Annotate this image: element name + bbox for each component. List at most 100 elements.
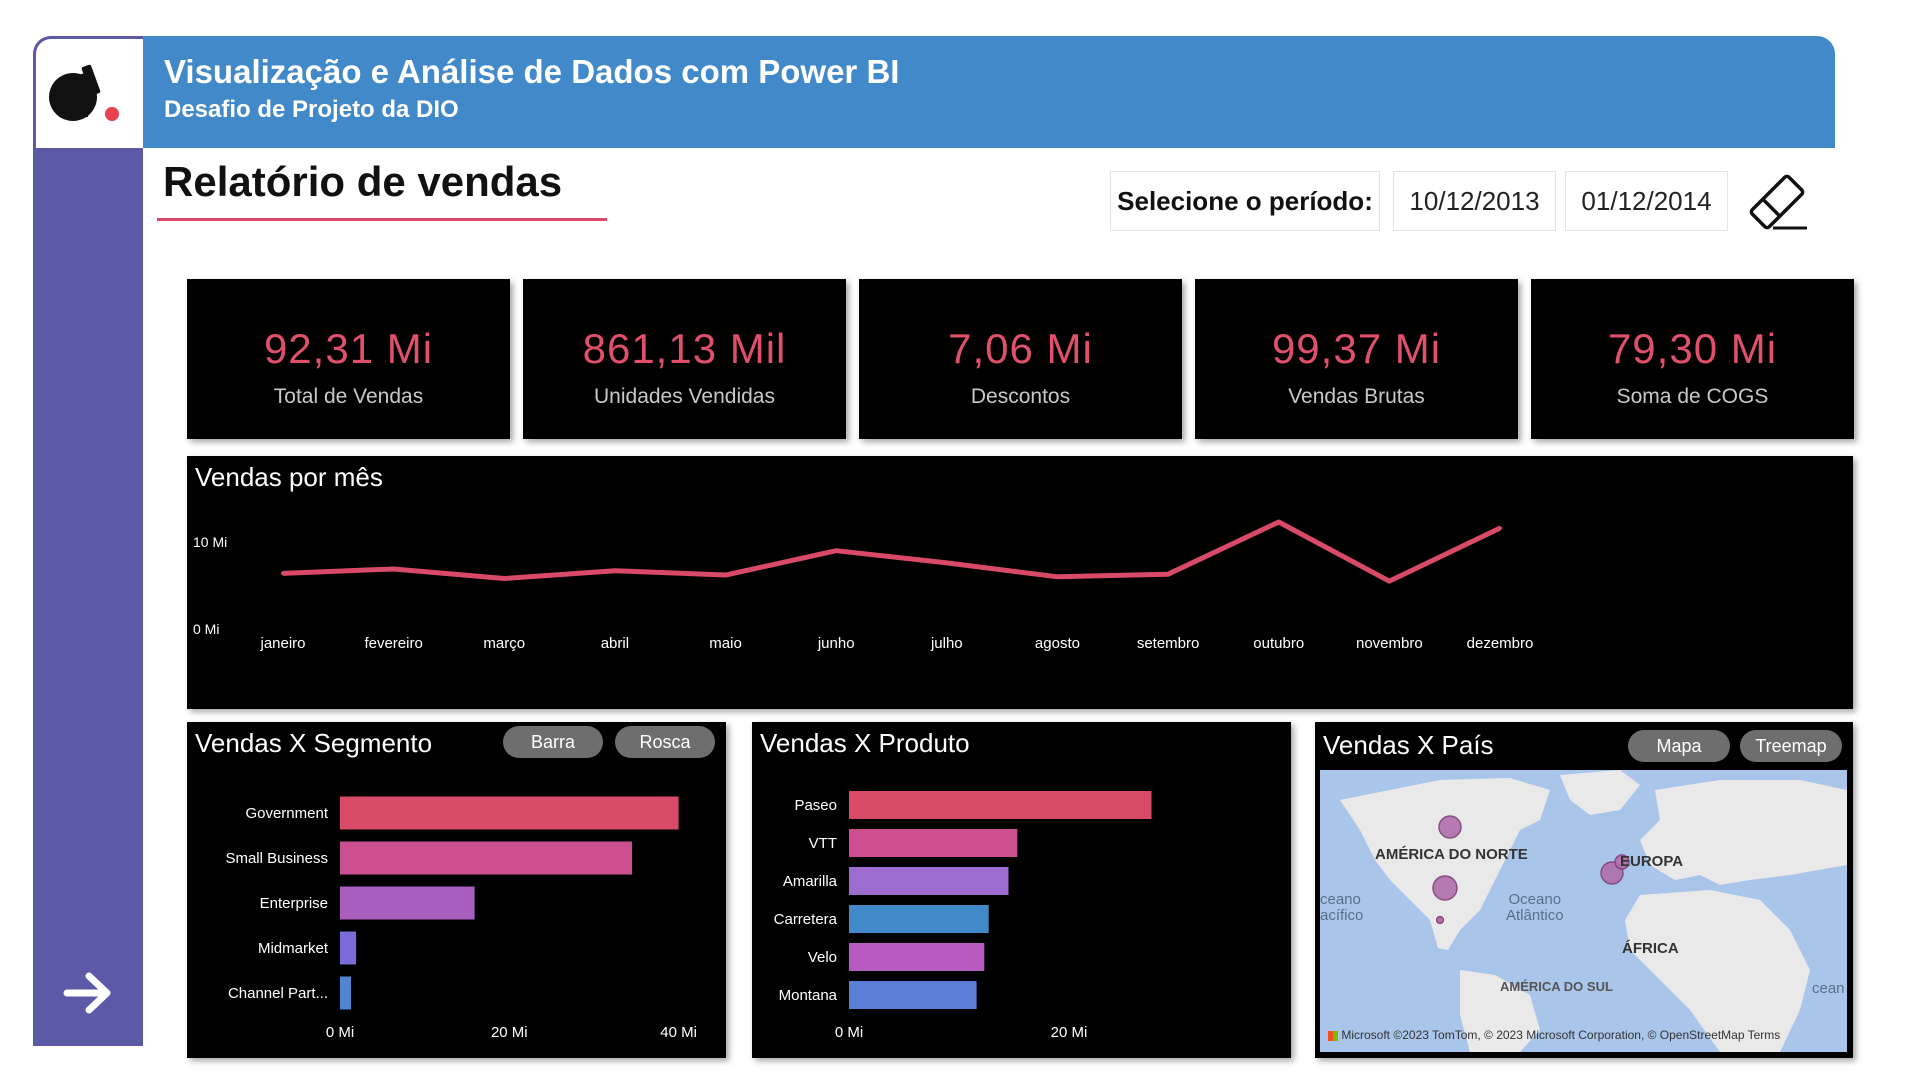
dio-logo [33, 36, 143, 148]
map-bubble-mexico[interactable] [1435, 915, 1445, 925]
sales-by-country-map[interactable]: Vendas X País Mapa Treemap [1315, 722, 1853, 1058]
bar[interactable] [849, 829, 1018, 857]
line-point[interactable] [834, 548, 839, 553]
line-point[interactable] [1055, 574, 1060, 579]
treemap-button[interactable]: Treemap [1740, 730, 1842, 762]
chart-title: Vendas X Segmento [195, 728, 433, 758]
date-end-input[interactable]: 01/12/2014 [1565, 171, 1728, 231]
bar[interactable] [849, 981, 977, 1009]
line-point[interactable] [1387, 579, 1392, 584]
map-label-pacific: ceano acífico [1320, 891, 1364, 924]
kpi-card-soma-cogs: 79,30 Mi Soma de COGS [1531, 279, 1854, 439]
sidebar [33, 36, 143, 1046]
bar[interactable] [340, 931, 357, 965]
category-label: Velo [808, 949, 837, 966]
sales-by-month-chart[interactable]: Vendas por mês 0 Mi 10 Mi janeiro fevereiro… [187, 456, 1853, 709]
map-label-africa: ÁFRICA [1622, 940, 1679, 957]
x-tick-label: julho [930, 635, 963, 652]
line-point[interactable] [391, 566, 396, 571]
bar[interactable] [849, 867, 1009, 895]
category-label: Paseo [794, 797, 837, 814]
bar[interactable] [849, 943, 985, 971]
sales-by-segment-chart[interactable]: Vendas X Segmento Barra Rosca Government… [187, 722, 726, 1058]
x-tick-label: abril [601, 635, 629, 652]
sales-by-product-chart[interactable]: Vendas X Produto Paseo VTT Amarilla Carrete… [752, 722, 1291, 1058]
bar[interactable] [849, 791, 1152, 819]
microsoft-logo-icon [1328, 1030, 1338, 1041]
next-page-arrow-icon[interactable] [61, 966, 115, 1020]
x-tick-label: 20 Mi [491, 1024, 528, 1041]
bar[interactable] [340, 976, 352, 1010]
mapa-button[interactable]: Mapa [1628, 730, 1730, 762]
y-tick-label: 0 Mi [193, 621, 219, 637]
kpi-value: 92,31 Mi [263, 325, 434, 372]
x-tick-label: 0 Mi [326, 1024, 354, 1041]
chart-title: Vendas X País [1323, 730, 1494, 760]
product-bar-svg: Paseo VTT Amarilla Carretera Velo Montana 0 Mi… [774, 791, 1152, 1041]
category-label: Carretera [774, 911, 838, 928]
map-label-south-america: AMÉRICA DO SUL [1500, 979, 1613, 994]
x-tick-label: junho [817, 635, 855, 652]
line-point[interactable] [1498, 526, 1502, 531]
line-point[interactable] [723, 573, 728, 578]
kpi-label: Soma de COGS [1616, 385, 1769, 408]
dio-logo-icon [49, 64, 119, 121]
map-label-north-america: AMÉRICA DO NORTE [1375, 846, 1528, 863]
bar[interactable] [849, 905, 989, 933]
category-label: Channel Part... [228, 985, 328, 1002]
date-start-input[interactable]: 10/12/2013 [1393, 171, 1556, 231]
x-tick-label: 40 Mi [660, 1024, 697, 1041]
kpi-value: 99,37 Mi [1271, 325, 1442, 372]
bar[interactable] [340, 796, 679, 830]
category-label: Enterprise [260, 895, 328, 912]
x-tick-label: março [483, 635, 525, 652]
page-title: Relatório de vendas [163, 158, 563, 205]
category-label: Small Business [225, 850, 328, 867]
line-point[interactable] [281, 571, 285, 576]
sales-line-series[interactable] [282, 519, 1502, 584]
line-point[interactable] [1276, 519, 1281, 524]
map-attribution-text[interactable]: ©2023 TomTom, © 2023 Microsoft Corporati… [1393, 1028, 1781, 1042]
kpi-card-descontos: 7,06 Mi Descontos [859, 279, 1182, 439]
bar[interactable] [340, 841, 633, 875]
category-label: VTT [809, 835, 837, 852]
x-tick-label: agosto [1035, 635, 1080, 652]
map-bubble-usa[interactable] [1432, 875, 1458, 901]
eraser-icon[interactable] [1743, 168, 1811, 236]
world-map-svg [1340, 770, 1847, 1052]
kpi-card-total-vendas: 92,31 Mi Total de Vendas [187, 279, 510, 439]
x-tick-label: fevereiro [364, 635, 422, 652]
kpi-label: Unidades Vendidas [594, 385, 775, 408]
header-title: Visualização e Análise de Dados com Powe… [164, 53, 900, 90]
map-label-atlantic: Oceano Atlântico [1506, 891, 1564, 924]
report-frame: Visualização e Análise de Dados com Powe… [33, 36, 1854, 1058]
report-canvas: Relatório de vendas Selecione o período:… [143, 148, 1854, 1058]
map-label-europe: EUROPA [1620, 853, 1684, 870]
map-brand: Microsoft [1341, 1028, 1391, 1042]
chart-title: Vendas X Produto [760, 728, 970, 758]
kpi-value: 7,06 Mi [948, 325, 1093, 372]
map-bubble-germany[interactable] [1614, 854, 1630, 870]
barra-button[interactable]: Barra [503, 726, 603, 758]
kpi-label: Vendas Brutas [1288, 385, 1425, 408]
category-label: Montana [779, 987, 838, 1004]
kpi-card-unidades-vendidas: 861,13 Mil Unidades Vendidas [523, 279, 846, 439]
rosca-button[interactable]: Rosca [615, 726, 715, 758]
bar[interactable] [340, 886, 475, 920]
segment-bar-svg: Government Small Business Enterprise Midmar… [225, 796, 697, 1041]
x-tick-label: novembro [1356, 635, 1423, 652]
map-bubble-canada[interactable] [1438, 815, 1462, 839]
kpi-value: 861,13 Mil [582, 325, 787, 372]
line-point[interactable] [502, 576, 507, 581]
chart-title: Vendas por mês [195, 462, 383, 492]
x-tick-label: dezembro [1467, 635, 1534, 652]
x-tick-label: setembro [1137, 635, 1200, 652]
line-point[interactable] [612, 568, 617, 573]
category-label: Midmarket [258, 940, 329, 957]
line-point[interactable] [944, 560, 949, 565]
x-tick-label: 0 Mi [835, 1024, 863, 1041]
map-attribution: Microsoft ©2023 TomTom, © 2023 Microsoft… [1328, 1028, 1780, 1042]
line-point[interactable] [1166, 572, 1171, 577]
x-tick-label: janeiro [259, 635, 305, 652]
world-map[interactable]: AMÉRICA DO NORTE EUROPA ÁFRICA Oceano At… [1320, 770, 1847, 1052]
